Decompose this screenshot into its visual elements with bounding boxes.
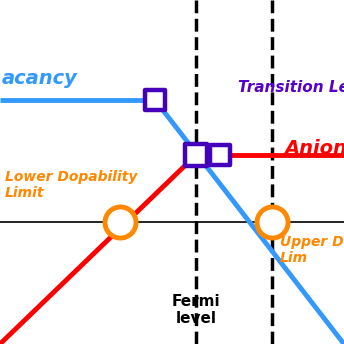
Point	[269, 219, 275, 225]
Text: Lower Dopability
Limit: Lower Dopability Limit	[5, 170, 137, 200]
Point	[193, 152, 199, 158]
Text: Anion V: Anion V	[284, 139, 344, 158]
Text: Transition Levels: Transition Levels	[238, 80, 344, 96]
Text: Fermi
level: Fermi level	[172, 294, 220, 326]
Point	[117, 219, 123, 225]
Point	[217, 152, 223, 158]
Text: Upper Do
Lim: Upper Do Lim	[280, 235, 344, 265]
Point	[152, 97, 158, 103]
Text: acancy: acancy	[2, 68, 78, 87]
